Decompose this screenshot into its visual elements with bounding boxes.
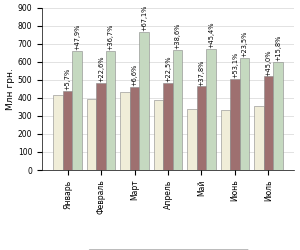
Bar	[173, 50, 182, 170]
Bar	[240, 58, 249, 170]
Bar	[273, 62, 283, 170]
Bar	[264, 76, 273, 170]
Text: +53,1%: +53,1%	[232, 52, 238, 78]
Bar	[72, 51, 82, 170]
Bar	[188, 108, 197, 170]
Legend: 2004 г., 2005 г., 2006 г.: 2004 г., 2005 г., 2006 г.	[88, 249, 248, 250]
Bar	[206, 50, 216, 170]
Bar	[221, 110, 230, 170]
Bar	[53, 95, 63, 170]
Bar	[106, 51, 115, 170]
Text: +45,4%: +45,4%	[208, 22, 214, 48]
Bar	[154, 100, 163, 170]
Bar	[87, 99, 96, 170]
Bar	[139, 32, 148, 170]
Bar	[254, 106, 264, 170]
Bar	[163, 83, 173, 170]
Text: +22,6%: +22,6%	[98, 56, 104, 82]
Text: +6,6%: +6,6%	[131, 64, 137, 86]
Text: +5,7%: +5,7%	[64, 68, 70, 90]
Bar	[120, 92, 130, 170]
Y-axis label: Млн грн.: Млн грн.	[6, 68, 15, 110]
Text: +15,8%: +15,8%	[275, 34, 281, 61]
Text: +36,7%: +36,7%	[107, 24, 113, 50]
Text: +37,8%: +37,8%	[199, 59, 205, 86]
Text: +67,1%: +67,1%	[141, 4, 147, 31]
Bar	[96, 83, 106, 170]
Text: +23,5%: +23,5%	[242, 30, 248, 56]
Text: +38,6%: +38,6%	[174, 23, 180, 49]
Text: +47,9%: +47,9%	[74, 24, 80, 50]
Text: +22,5%: +22,5%	[165, 56, 171, 82]
Text: +45,0%: +45,0%	[266, 49, 272, 76]
Bar	[130, 87, 139, 170]
Bar	[197, 86, 206, 170]
Bar	[63, 91, 72, 170]
Bar	[230, 79, 240, 170]
